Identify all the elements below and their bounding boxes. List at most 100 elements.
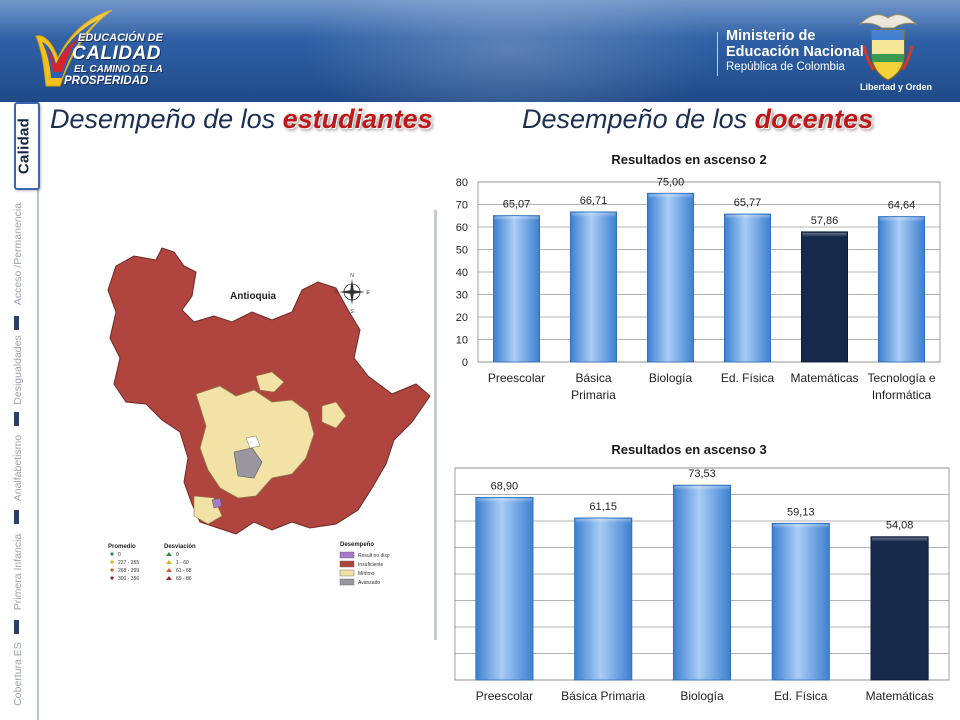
bar-value-label: 65,77 bbox=[734, 197, 762, 209]
bar bbox=[672, 484, 732, 681]
nav-rule bbox=[37, 102, 39, 720]
legend-dot bbox=[110, 576, 114, 580]
legend-dot bbox=[110, 560, 114, 564]
bar-highlight bbox=[773, 524, 829, 529]
bar bbox=[877, 216, 925, 363]
bar-highlight bbox=[648, 194, 693, 199]
motto-text: Libertad y Orden bbox=[860, 82, 933, 92]
chart-title: Resultados en ascenso 2 bbox=[611, 152, 767, 167]
bar-highlight bbox=[575, 518, 631, 523]
nav-item-label: Analfabetismo bbox=[12, 434, 24, 502]
bar-highlight bbox=[571, 212, 616, 217]
x-tick-label: Matemáticas bbox=[790, 371, 858, 385]
legend-promedio-label: 227 - 265 bbox=[118, 560, 139, 566]
legend-desempeno-label: Result no disp bbox=[358, 553, 390, 559]
legend-desviacion-label: 69 - 86 bbox=[176, 576, 192, 582]
bar-value-label: 68,90 bbox=[491, 480, 519, 492]
y-tick-label: 20 bbox=[456, 312, 468, 324]
bar bbox=[493, 215, 541, 363]
logo-text-line-3: EL CAMINO DE LA bbox=[74, 64, 163, 75]
chart-ascenso-2: Resultados en ascenso 2 0 10 20 30 40 50 60 70 8… bbox=[425, 150, 953, 410]
x-tick-label: Ed. Física bbox=[721, 371, 775, 385]
ministry-line-2: Educación Nacional bbox=[726, 44, 864, 60]
chart-ascenso-3-plot: 68,90 Preescolar 61,15 Básica Primaria 73,53… bbox=[454, 467, 950, 703]
y-tick-label: 10 bbox=[456, 335, 468, 347]
map-region-no-disp bbox=[211, 497, 223, 509]
legend-triangle bbox=[166, 576, 172, 580]
svg-text:O: O bbox=[334, 290, 338, 296]
y-tick-label: 40 bbox=[456, 267, 468, 279]
compass-rose-icon: N E S O bbox=[334, 273, 370, 315]
bar-highlight bbox=[674, 486, 730, 491]
plot-frame bbox=[477, 181, 941, 363]
heading-students: Desempeño de los estudiantes bbox=[50, 104, 433, 135]
header-banner: EDUCACIÓN DE CALIDAD EL CAMINO DE LA PRO… bbox=[0, 0, 960, 102]
bar bbox=[646, 192, 694, 363]
y-tick-label: 60 bbox=[456, 222, 468, 234]
map-region-avanzado bbox=[233, 447, 263, 479]
x-tick-label: Biología bbox=[649, 371, 693, 385]
nav-separator bbox=[14, 510, 19, 524]
banner-divider bbox=[717, 32, 718, 76]
legend-promedio: 0 227 - 265 268 - 299 300 - 356 bbox=[110, 552, 139, 582]
legend-swatch bbox=[339, 560, 355, 568]
ministry-name: Ministerio de Educación Nacional Repúbli… bbox=[726, 28, 864, 75]
legend-desviacion-label: 61 - 68 bbox=[176, 568, 192, 574]
bar-value-label: 66,71 bbox=[580, 195, 608, 207]
x-tick-label: Básica Primaria bbox=[561, 689, 645, 703]
bar-highlight bbox=[725, 215, 770, 220]
bar-value-label: 57,86 bbox=[811, 215, 839, 227]
nav-item-label: Acceso /Permanencia bbox=[12, 202, 24, 306]
bar-highlight bbox=[494, 216, 539, 221]
svg-text:N: N bbox=[350, 273, 354, 279]
x-tick-label: Básica bbox=[575, 371, 611, 385]
heading-teachers-prefix: Desempeño de los bbox=[522, 104, 755, 134]
nav-item-desigualdades[interactable]: Desigualdades bbox=[9, 330, 27, 410]
svg-text:E: E bbox=[366, 290, 370, 296]
legend-triangle bbox=[166, 552, 172, 556]
legend-desempeno-label: Mínimo bbox=[358, 571, 375, 577]
coat-of-arms-icon bbox=[858, 14, 918, 81]
nav-item-primera-infancia[interactable]: Primera Infancia bbox=[9, 524, 27, 620]
ministry-line-3: República de Colombia bbox=[726, 61, 845, 73]
bar-value-label: 59,13 bbox=[787, 506, 815, 518]
legend-swatch bbox=[339, 569, 355, 577]
nav-item-label: Desigualdades bbox=[12, 335, 24, 405]
x-tick-label: Matemáticas bbox=[866, 689, 934, 703]
nav-separator bbox=[14, 620, 19, 634]
legend-desviacion-label: 0 bbox=[176, 552, 179, 558]
legend-swatch bbox=[339, 578, 355, 586]
antioquia-map: N E S O Antioquia Promedio Desviación 0 2… bbox=[96, 226, 436, 636]
y-tick-label: 0 bbox=[462, 357, 468, 369]
nav-item-label: Cobertura ES bbox=[12, 642, 24, 706]
nav-separator bbox=[14, 316, 19, 330]
legend-desempeno-label: Insuficiente bbox=[358, 562, 384, 568]
bar-highlight bbox=[802, 232, 847, 237]
legend-triangle bbox=[166, 568, 172, 572]
nav-separator bbox=[14, 412, 19, 426]
y-tick-label: 30 bbox=[456, 290, 468, 302]
bar bbox=[771, 522, 830, 681]
bar-value-label: 65,07 bbox=[503, 199, 531, 211]
logo-text-line-4: PROSPERIDAD bbox=[64, 75, 149, 87]
x-tick-label: Tecnología e bbox=[867, 371, 935, 385]
bar-value-label: 75,00 bbox=[657, 176, 685, 188]
heading-students-prefix: Desempeño de los bbox=[50, 104, 283, 134]
bar bbox=[723, 213, 771, 363]
heading-teachers-highlight: docentes bbox=[754, 104, 874, 134]
y-tick-label: 50 bbox=[456, 245, 468, 257]
nav-item-label: Primera Infancia bbox=[12, 533, 24, 611]
legend-dot bbox=[110, 568, 114, 572]
x-tick-label: Primaria bbox=[571, 388, 616, 402]
nav-item-cobertura-es[interactable]: Cobertura ES bbox=[9, 634, 27, 714]
bar bbox=[870, 536, 929, 681]
legend-promedio-label: 268 - 299 bbox=[118, 568, 139, 574]
nav-item-acceso-permanencia[interactable]: Acceso /Permanencia bbox=[9, 190, 27, 318]
nav-item-calidad[interactable]: Calidad bbox=[14, 102, 40, 190]
nav-item-analfabetismo[interactable]: Analfabetismo bbox=[9, 426, 27, 510]
legend-promedio-label: 300 - 356 bbox=[118, 576, 139, 582]
bar-value-label: 61,15 bbox=[589, 501, 617, 513]
x-tick-label: Preescolar bbox=[488, 371, 545, 385]
legend-desviacion-label: 1 - 60 bbox=[176, 560, 189, 566]
